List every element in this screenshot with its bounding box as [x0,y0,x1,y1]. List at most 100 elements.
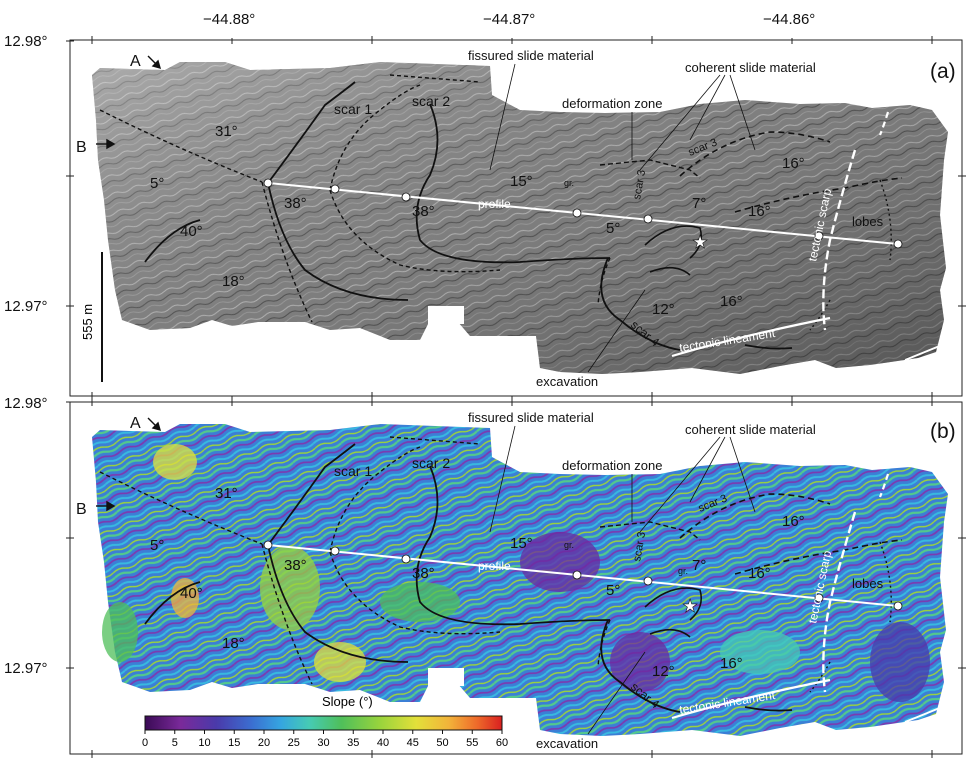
tectonic-lineament-line-a [671,316,831,358]
dashed-boundary-mid2-b [329,551,501,635]
scar-bottom-b [744,706,793,712]
lobes-label-a: lobes [852,214,884,229]
slope-16-north-a: 16° [782,155,805,172]
coherent-label-a: coherent slide material [685,60,816,75]
dashed-top-a [389,74,481,83]
slope-5-west-a: 5° [150,175,164,192]
slope-7-b: 7° [692,557,706,574]
slope-colorbar: Slope (°) 0 5 10 15 20 25 30 35 40 45 50 55 60 [142,694,508,749]
scar1-line-b [267,443,356,546]
colorbar-tick-label: 35 [347,737,359,749]
lat-tick-label-b-top: 12.98° [4,395,48,412]
slope-7-a: 7° [692,195,706,212]
scar-bottom-a [744,344,793,350]
slide-inner-line-b [644,587,703,621]
panel-a-tectonic-lines [671,111,943,361]
colorbar-tick-label: 30 [317,737,329,749]
slope-5-east-b: 5° [606,582,620,599]
panel-a-hillshade-map: ★ 555 m A B (a) fissured slide material … [69,39,963,397]
scar2-label-a: scar 2 [412,93,450,109]
slide-inner-line-a [644,225,703,259]
colorbar-tick-label: 60 [496,737,508,749]
gr-label-b-1: gr. [564,540,574,550]
slide-boundary-south-a [267,182,409,301]
lat-tick-label-b-bottom: 12.97° [4,660,48,677]
dashed-boundary-sw-a [261,181,313,323]
deformation-label-a: deformation zone [562,96,662,111]
slope-12-a: 12° [652,301,675,318]
colorbar-tick-label: 55 [466,737,478,749]
slope-38-east-a: 38° [412,203,435,220]
profile-point [330,184,340,194]
marker-b-label: B [76,139,87,156]
tectonic-scarp-line-a [822,149,857,331]
tectonic-lineament-end-b [904,706,943,723]
profile-point [572,570,582,580]
star-marker-a: ★ [692,232,708,252]
coherent-boundary-a [734,177,903,213]
slope-31-b: 31° [215,485,238,502]
scar2-line-a [415,103,611,264]
marker-a-label: A [130,53,141,70]
colorbar-title: Slope (°) [322,694,373,709]
deformation-label-b: deformation zone [562,458,662,473]
colorbar-tick-label: 50 [436,737,448,749]
tectonic-scarp-top-b [878,473,890,498]
fissured-label-b: fissured slide material [468,410,594,425]
profile-label-a: profile [478,197,511,211]
slope-38-west-a: 38° [284,195,307,212]
slope-38-west-b: 38° [284,557,307,574]
colorbar-tick-label: 25 [288,737,300,749]
coherent-label-b: coherent slide material [685,422,816,437]
slope-5-east-a: 5° [606,220,620,237]
slope-18-b: 18° [222,635,245,652]
scar2-line-b [415,465,611,626]
dashed-boundary-sw-b [261,543,313,685]
colorbar-gradient [144,715,503,731]
colorbar-tick-label: 5 [172,737,178,749]
scar2-label-b: scar 2 [412,455,450,471]
deformation-dashed-b [599,521,701,541]
profile-point [814,231,824,241]
lon-tick-label-1: −44.88° [203,11,255,28]
slope-5-west-b: 5° [150,537,164,554]
profile-points-a [263,178,903,249]
lon-tick-label-3: −44.86° [763,11,815,28]
profile-point [263,540,273,550]
profile-point [572,208,582,218]
slope-16-north-b: 16° [782,513,805,530]
slope-16-south-a: 16° [720,293,743,310]
slope-40-b: 40° [180,585,203,602]
fissured-label-a: fissured slide material [468,48,594,63]
scar1-line-a [267,81,356,184]
profile-point [893,601,903,611]
lat-tick-label-a-top: 12.98° [4,33,48,50]
slide-boundary-south-b [267,544,409,663]
lobes-label-b: lobes [852,576,884,591]
tectonic-lineament-line-b [671,678,831,720]
dashed-boundary-nw-a [99,109,263,183]
lobes-dotted-b [879,541,892,623]
excavation-label-b: excavation [536,736,598,751]
colorbar-ticks: 0 5 10 15 20 25 30 35 40 45 50 55 60 [142,730,508,749]
slope-40-a: 40° [180,223,203,240]
profile-point [643,214,653,224]
coherent-boundary-b [734,539,903,575]
slope-18-a: 18° [222,273,245,290]
colorbar-tick-label: 0 [142,737,148,749]
slope-16-south-b: 16° [720,655,743,672]
panel-a-leader-lines [489,63,756,373]
profile-line-b [267,544,899,607]
profile-points-b [263,540,903,611]
lat-tick-label-a-bottom: 12.97° [4,298,48,315]
profile-point [643,576,653,586]
profile-point [401,554,411,564]
colorbar-tick-label: 40 [377,737,389,749]
profile-point [814,593,824,603]
slide-inner-line-a2 [649,266,691,276]
gr-label-b-2: gr. [678,566,688,576]
slope-12-b: 12° [652,663,675,680]
slope-38-east-b: 38° [412,565,435,582]
profile-line-a [267,182,899,245]
dashed-boundary-mid2-a [329,189,501,273]
